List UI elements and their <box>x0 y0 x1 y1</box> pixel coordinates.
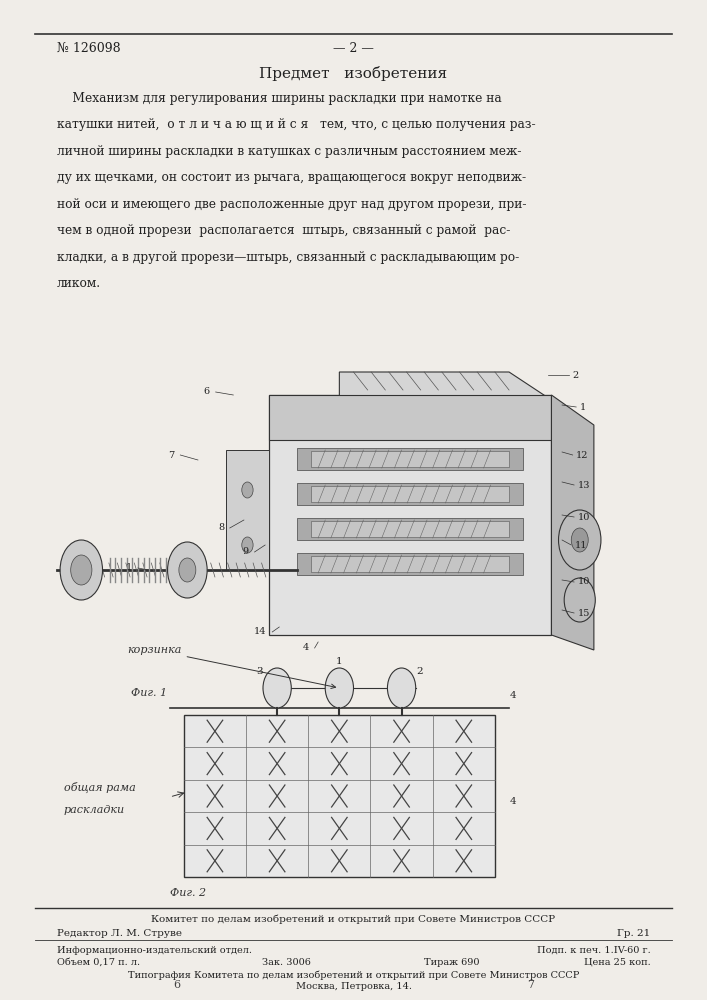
Bar <box>311 486 509 502</box>
Text: 7: 7 <box>168 450 175 460</box>
Bar <box>297 553 523 575</box>
Text: общая рама: общая рама <box>64 781 135 793</box>
Bar <box>297 518 523 540</box>
Text: кладки, а в другой прорези—штырь, связанный с раскладывающим ро-: кладки, а в другой прорези—штырь, связан… <box>57 251 519 264</box>
Text: 6: 6 <box>204 387 210 396</box>
Polygon shape <box>339 372 551 440</box>
Text: 13: 13 <box>578 481 590 489</box>
Text: 1: 1 <box>126 564 132 572</box>
Text: личной ширины раскладки в катушках с различным расстоянием меж-: личной ширины раскладки в катушках с раз… <box>57 145 521 158</box>
Text: 15: 15 <box>578 608 590 617</box>
Text: 10: 10 <box>578 578 590 586</box>
Circle shape <box>71 555 92 585</box>
Text: Комитет по делам изобретений и открытий при Совете Министров СССР: Комитет по делам изобретений и открытий … <box>151 915 556 924</box>
Circle shape <box>263 668 291 708</box>
Text: 1: 1 <box>336 658 343 667</box>
Text: катушки нитей,  о т л и ч а ю щ и й с я   тем, что, с целью получения раз-: катушки нитей, о т л и ч а ю щ и й с я т… <box>57 118 535 131</box>
Bar <box>269 395 551 635</box>
Bar <box>311 521 509 537</box>
Text: 3: 3 <box>256 668 263 677</box>
Circle shape <box>387 668 416 708</box>
Text: 9: 9 <box>243 548 249 556</box>
Bar <box>226 450 269 570</box>
Circle shape <box>242 482 253 498</box>
Text: 10: 10 <box>578 512 590 522</box>
Text: Подп. к печ. 1.IV-60 г.: Подп. к печ. 1.IV-60 г. <box>537 946 650 955</box>
Text: 12: 12 <box>576 450 589 460</box>
Text: Зак. 3006: Зак. 3006 <box>262 958 310 967</box>
Text: — 2 —: — 2 — <box>333 42 374 55</box>
Bar <box>297 448 523 470</box>
Circle shape <box>60 540 103 600</box>
Text: Москва, Петровка, 14.: Москва, Петровка, 14. <box>296 982 411 991</box>
Text: 4: 4 <box>509 798 516 806</box>
Text: ликом.: ликом. <box>57 277 100 290</box>
Bar <box>311 451 509 467</box>
Circle shape <box>325 668 354 708</box>
Bar <box>184 715 495 877</box>
Text: № 126098: № 126098 <box>57 42 120 55</box>
Bar <box>297 483 523 505</box>
Text: ду их щечками, он состоит из рычага, вращающегося вокруг неподвиж-: ду их щечками, он состоит из рычага, вра… <box>57 171 526 184</box>
Text: раскладки: раскладки <box>64 805 124 815</box>
Text: 1: 1 <box>580 402 586 412</box>
Text: Цена 25 коп.: Цена 25 коп. <box>584 958 650 967</box>
Polygon shape <box>269 395 551 440</box>
Text: Фиг. 1: Фиг. 1 <box>131 688 167 698</box>
Polygon shape <box>551 395 594 650</box>
Text: 11: 11 <box>575 540 588 550</box>
Text: Механизм для регулирования ширины раскладки при намотке на: Механизм для регулирования ширины раскла… <box>57 92 501 105</box>
Text: Предмет   изобретения: Предмет изобретения <box>259 66 448 81</box>
Text: корзинка: корзинка <box>127 645 336 689</box>
Circle shape <box>242 537 253 553</box>
Text: Объем 0,17 п. л.: Объем 0,17 п. л. <box>57 958 140 967</box>
Bar <box>311 556 509 572</box>
Circle shape <box>179 558 196 582</box>
Text: 8: 8 <box>218 524 224 532</box>
Text: чем в одной прорези  располагается  штырь, связанный с рамой  рас-: чем в одной прорези располагается штырь,… <box>57 224 510 237</box>
Circle shape <box>564 578 595 622</box>
Text: Информационно-издательский отдел.: Информационно-издательский отдел. <box>57 946 252 955</box>
Text: ной оси и имеющего две расположенные друг над другом прорези, при-: ной оси и имеющего две расположенные дру… <box>57 198 526 211</box>
Text: Фиг. 2: Фиг. 2 <box>170 888 206 898</box>
Circle shape <box>559 510 601 570</box>
Text: 2: 2 <box>416 668 423 677</box>
Circle shape <box>571 528 588 552</box>
Text: 4: 4 <box>303 644 309 652</box>
Text: 4: 4 <box>509 690 516 700</box>
Circle shape <box>168 542 207 598</box>
Text: Гр. 21: Гр. 21 <box>617 929 650 938</box>
Text: 7: 7 <box>527 980 534 990</box>
Text: Типография Комитета по делам изобретений и открытий при Совете Министров СССР: Типография Комитета по делам изобретений… <box>128 970 579 980</box>
Text: Тираж 690: Тираж 690 <box>424 958 480 967</box>
Text: 14: 14 <box>254 628 267 637</box>
Text: 6: 6 <box>173 980 180 990</box>
Text: Редактор Л. М. Струве: Редактор Л. М. Струве <box>57 929 182 938</box>
Text: 2: 2 <box>573 370 579 379</box>
